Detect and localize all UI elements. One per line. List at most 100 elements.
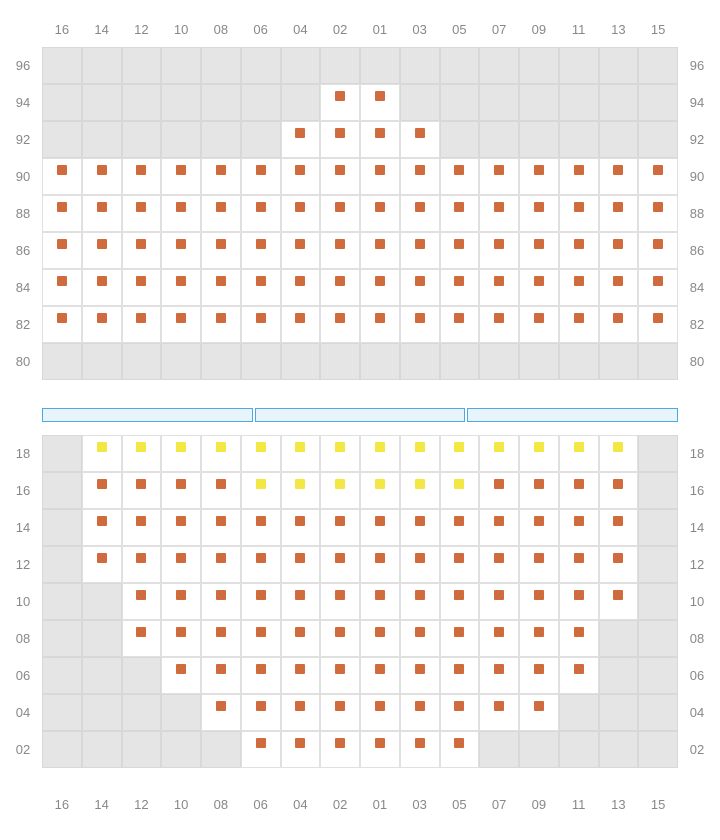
seat-cell[interactable] — [201, 620, 241, 657]
seat-cell[interactable] — [559, 306, 599, 343]
seat-cell[interactable] — [161, 195, 201, 232]
seat-cell[interactable] — [479, 306, 519, 343]
seat-cell[interactable] — [599, 546, 639, 583]
seat-cell[interactable] — [320, 435, 360, 472]
seat-cell[interactable] — [519, 509, 559, 546]
seat-cell[interactable] — [400, 546, 440, 583]
seat-cell[interactable] — [599, 232, 639, 269]
seat-cell[interactable] — [360, 84, 400, 121]
seat-cell[interactable] — [82, 472, 122, 509]
seat-cell[interactable] — [479, 435, 519, 472]
seat-cell[interactable] — [479, 657, 519, 694]
seat-cell[interactable] — [360, 232, 400, 269]
seat-cell[interactable] — [161, 546, 201, 583]
seat-cell[interactable] — [320, 509, 360, 546]
seat-cell[interactable] — [161, 583, 201, 620]
seat-cell[interactable] — [320, 472, 360, 509]
seat-cell[interactable] — [241, 546, 281, 583]
seat-cell[interactable] — [360, 121, 400, 158]
seat-cell[interactable] — [440, 620, 480, 657]
seat-cell[interactable] — [519, 306, 559, 343]
seat-cell[interactable] — [241, 232, 281, 269]
seat-cell[interactable] — [320, 657, 360, 694]
seat-cell[interactable] — [320, 306, 360, 343]
seat-cell[interactable] — [82, 158, 122, 195]
seat-cell[interactable] — [360, 269, 400, 306]
seat-cell[interactable] — [241, 269, 281, 306]
seat-cell[interactable] — [281, 158, 321, 195]
seat-cell[interactable] — [201, 195, 241, 232]
seat-cell[interactable] — [440, 195, 480, 232]
seat-cell[interactable] — [400, 232, 440, 269]
seat-cell[interactable] — [82, 306, 122, 343]
seat-cell[interactable] — [281, 195, 321, 232]
seat-cell[interactable] — [241, 583, 281, 620]
seat-cell[interactable] — [400, 121, 440, 158]
seat-cell[interactable] — [479, 620, 519, 657]
seat-cell[interactable] — [360, 195, 400, 232]
seat-cell[interactable] — [281, 694, 321, 731]
seat-cell[interactable] — [519, 620, 559, 657]
seat-cell[interactable] — [400, 306, 440, 343]
seat-cell[interactable] — [82, 232, 122, 269]
seat-cell[interactable] — [360, 694, 400, 731]
seat-cell[interactable] — [479, 269, 519, 306]
seat-cell[interactable] — [122, 158, 162, 195]
seat-cell[interactable] — [519, 472, 559, 509]
seat-cell[interactable] — [122, 620, 162, 657]
seat-cell[interactable] — [201, 269, 241, 306]
seat-cell[interactable] — [42, 306, 82, 343]
seat-cell[interactable] — [161, 509, 201, 546]
seat-cell[interactable] — [42, 195, 82, 232]
seat-cell[interactable] — [400, 694, 440, 731]
seat-cell[interactable] — [519, 694, 559, 731]
seat-cell[interactable] — [82, 269, 122, 306]
seat-cell[interactable] — [281, 657, 321, 694]
seat-cell[interactable] — [320, 731, 360, 768]
seat-cell[interactable] — [559, 657, 599, 694]
seat-cell[interactable] — [320, 546, 360, 583]
seat-cell[interactable] — [42, 158, 82, 195]
seat-cell[interactable] — [400, 731, 440, 768]
seat-cell[interactable] — [400, 435, 440, 472]
seat-cell[interactable] — [559, 195, 599, 232]
seat-cell[interactable] — [281, 546, 321, 583]
seat-cell[interactable] — [320, 694, 360, 731]
seat-cell[interactable] — [638, 306, 678, 343]
seat-cell[interactable] — [281, 583, 321, 620]
seat-cell[interactable] — [122, 509, 162, 546]
seat-cell[interactable] — [360, 472, 400, 509]
seat-cell[interactable] — [281, 435, 321, 472]
seat-cell[interactable] — [241, 195, 281, 232]
seat-cell[interactable] — [82, 435, 122, 472]
seat-cell[interactable] — [161, 269, 201, 306]
seat-cell[interactable] — [360, 158, 400, 195]
seat-cell[interactable] — [479, 546, 519, 583]
seat-cell[interactable] — [360, 546, 400, 583]
seat-cell[interactable] — [599, 472, 639, 509]
seat-cell[interactable] — [201, 232, 241, 269]
seat-cell[interactable] — [360, 620, 400, 657]
seat-cell[interactable] — [638, 195, 678, 232]
seat-cell[interactable] — [638, 232, 678, 269]
seat-cell[interactable] — [559, 546, 599, 583]
seat-cell[interactable] — [241, 620, 281, 657]
seat-cell[interactable] — [122, 269, 162, 306]
seat-cell[interactable] — [519, 158, 559, 195]
seat-cell[interactable] — [400, 472, 440, 509]
seat-cell[interactable] — [161, 620, 201, 657]
seat-cell[interactable] — [519, 435, 559, 472]
seat-cell[interactable] — [559, 472, 599, 509]
seat-cell[interactable] — [320, 84, 360, 121]
seat-cell[interactable] — [400, 158, 440, 195]
seat-cell[interactable] — [638, 158, 678, 195]
seat-cell[interactable] — [559, 269, 599, 306]
seat-cell[interactable] — [241, 306, 281, 343]
seat-cell[interactable] — [599, 583, 639, 620]
seat-cell[interactable] — [400, 657, 440, 694]
seat-cell[interactable] — [479, 583, 519, 620]
seat-cell[interactable] — [559, 435, 599, 472]
seat-cell[interactable] — [201, 657, 241, 694]
seat-cell[interactable] — [320, 620, 360, 657]
seat-cell[interactable] — [281, 121, 321, 158]
